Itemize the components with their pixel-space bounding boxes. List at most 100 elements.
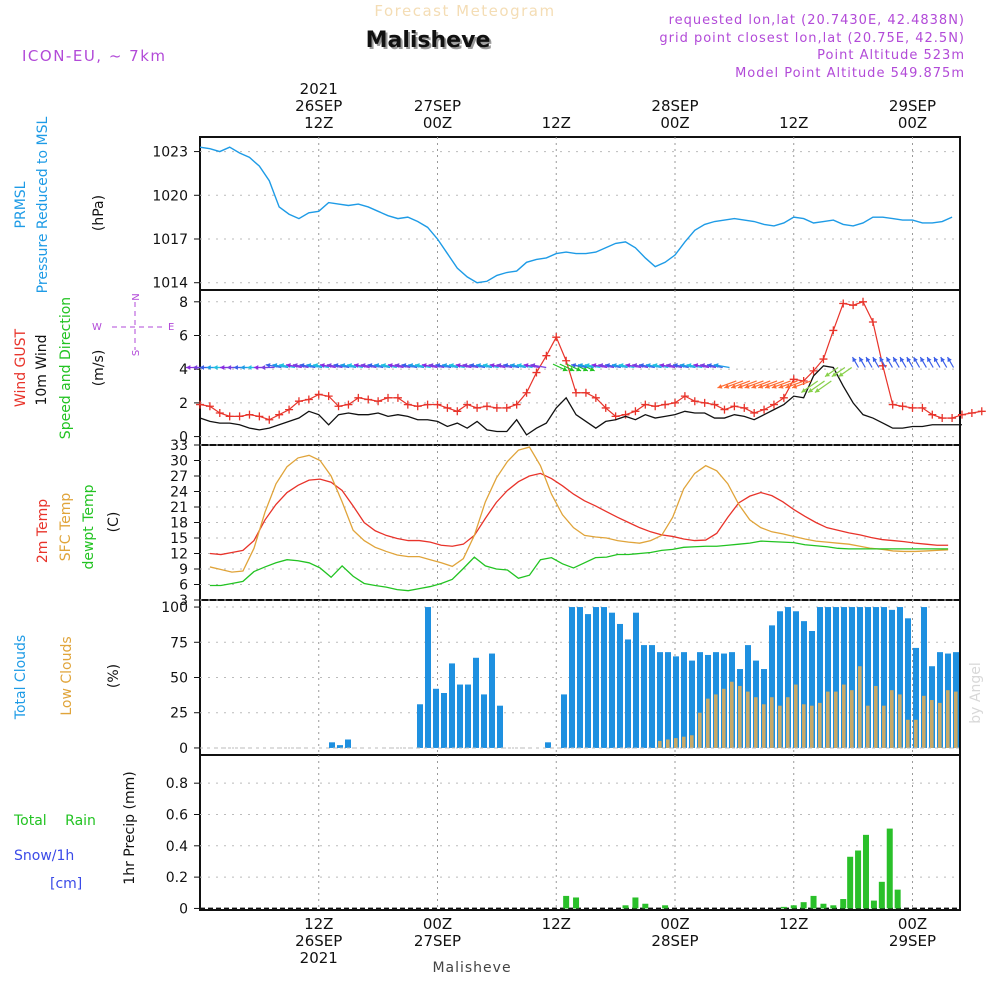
- wind-arrow-head: [401, 363, 407, 368]
- label-10m-wind: 10m Wind: [34, 334, 50, 405]
- gust-marker: [542, 351, 551, 360]
- gust-marker: [977, 407, 986, 416]
- time-label-bottom: 00Z: [423, 915, 452, 933]
- rain-bar: [840, 899, 847, 909]
- wind-arrow-head: [625, 363, 631, 368]
- gust-marker: [532, 368, 541, 377]
- label-percent: (%): [106, 664, 122, 688]
- cloud-total-bar: [577, 607, 583, 748]
- wind-arrow-head: [900, 357, 905, 363]
- label-dewpt-temp: dewpt Temp: [81, 484, 97, 569]
- gust-marker: [819, 355, 828, 364]
- rain-bar: [563, 895, 570, 909]
- cloud-total-bar: [561, 694, 567, 748]
- cloud-low-bar: [802, 704, 806, 748]
- wind-arrow-head: [272, 363, 278, 368]
- label-total-clouds: Total Clouds: [13, 635, 29, 720]
- cloud-total-bar: [793, 611, 799, 748]
- gust-marker: [829, 326, 838, 335]
- gust-marker: [740, 403, 749, 412]
- cloud-low-bar: [706, 698, 710, 748]
- gust-marker: [492, 403, 501, 412]
- wind-arrow-head: [808, 387, 814, 393]
- gust-marker: [502, 403, 511, 412]
- y-tick-label: 33: [170, 438, 188, 454]
- wind-arrow-head: [765, 384, 770, 389]
- gust-marker: [245, 410, 254, 419]
- wind-arrow-head: [435, 363, 441, 368]
- gust-marker: [720, 405, 729, 414]
- compass-s: S: [131, 350, 142, 356]
- time-label-top: 29SEP: [889, 97, 936, 115]
- cloud-total-bar: [889, 609, 895, 748]
- cloud-low-bar: [938, 702, 942, 748]
- wind-arrow-head: [666, 363, 671, 368]
- rain-bar: [886, 828, 893, 909]
- gust-marker: [730, 402, 739, 411]
- point-altitude: Point Altitude 523m: [817, 48, 965, 63]
- y-tick-label: 0.6: [166, 807, 188, 823]
- rain-bar: [830, 905, 837, 909]
- y-tick-label: 1023: [152, 145, 188, 161]
- time-label-bottom: 26SEP: [295, 932, 342, 950]
- gust-marker: [512, 400, 521, 409]
- compass-rose: N W E S: [92, 293, 174, 356]
- label-low-clouds: Low Clouds: [59, 636, 75, 715]
- gust-marker: [581, 388, 590, 397]
- gust-marker: [710, 400, 719, 409]
- rain-bar: [878, 881, 885, 909]
- gust-marker: [344, 400, 353, 409]
- time-label-top: 12Z: [779, 114, 808, 132]
- y-tick-label: 30: [170, 454, 188, 470]
- rain-bar: [870, 900, 877, 909]
- y-tick-label: 25: [170, 706, 188, 722]
- wind-arrow-head: [233, 365, 238, 370]
- cloud-low-bar: [762, 704, 766, 748]
- cloud-total-bar: [865, 607, 871, 748]
- cloud-low-bar: [914, 719, 918, 748]
- rain-bar: [810, 895, 817, 909]
- label-sfc-temp: SFC Temp: [58, 493, 74, 562]
- cloud-low-bar: [658, 740, 662, 748]
- cloud-total-bar: [617, 623, 623, 748]
- cloud-total-bar: [593, 607, 599, 748]
- gust-marker: [324, 392, 333, 401]
- wind-arrow-head: [645, 363, 651, 368]
- y-tick-label: 6: [179, 328, 188, 344]
- label-pressure: Pressure Reduced to MSL: [35, 116, 51, 293]
- wind-arrow-head: [852, 357, 857, 363]
- cloud-total-bar: [329, 742, 335, 748]
- y-tick-label: 18: [170, 516, 188, 532]
- cloud-total-bar: [673, 656, 679, 748]
- gust-marker: [631, 407, 640, 416]
- label-ms: (m/s): [91, 350, 107, 387]
- gust-marker: [552, 333, 561, 342]
- rain-bar: [642, 903, 649, 909]
- time-label-bottom: 27SEP: [414, 932, 461, 950]
- cloud-total-bar: [937, 652, 943, 748]
- cloud-low-bar: [794, 684, 798, 748]
- wind-arrow-head: [253, 365, 259, 370]
- gust-marker: [433, 400, 442, 409]
- gust-marker: [304, 395, 313, 404]
- gust-marker: [413, 402, 422, 411]
- cloud-total-bar: [881, 607, 887, 748]
- cloud-total-bar: [457, 684, 463, 748]
- gust-marker: [463, 400, 472, 409]
- wind-arrow-head: [577, 363, 583, 368]
- cloud-low-bar: [930, 700, 934, 748]
- wind-arrow-head: [724, 384, 730, 389]
- cloud-low-bar: [946, 690, 950, 748]
- cloud-low-bar: [714, 694, 718, 748]
- gust-marker: [591, 393, 600, 402]
- y-tick-label: 8: [179, 295, 188, 311]
- temp2m-line: [209, 472, 949, 556]
- gust-marker: [868, 318, 877, 327]
- wind-arrow-head: [744, 384, 750, 389]
- wind-arrow-head: [731, 384, 737, 389]
- y-tick-label: 0.2: [166, 870, 188, 886]
- wind-arrow-head: [292, 363, 298, 368]
- cloud-total-bar: [601, 607, 607, 748]
- y-tick-label: 0: [179, 901, 188, 917]
- wind-arrow-head: [562, 366, 568, 372]
